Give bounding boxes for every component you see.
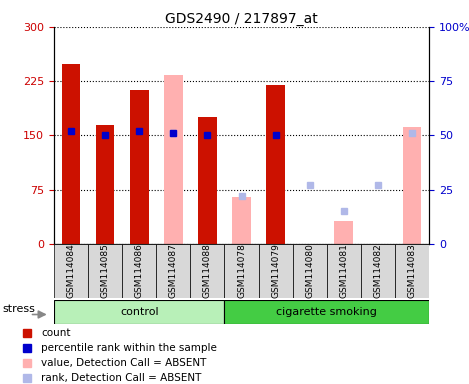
FancyBboxPatch shape <box>258 244 293 298</box>
FancyBboxPatch shape <box>54 244 88 298</box>
FancyBboxPatch shape <box>88 244 122 298</box>
Text: rank, Detection Call = ABSENT: rank, Detection Call = ABSENT <box>41 373 201 383</box>
Text: value, Detection Call = ABSENT: value, Detection Call = ABSENT <box>41 358 206 368</box>
Bar <box>334 221 353 244</box>
Bar <box>130 90 149 244</box>
Bar <box>232 197 251 244</box>
Text: percentile rank within the sample: percentile rank within the sample <box>41 343 217 353</box>
Bar <box>266 85 285 244</box>
FancyBboxPatch shape <box>190 244 225 298</box>
FancyBboxPatch shape <box>225 300 429 324</box>
Text: GSM114082: GSM114082 <box>373 243 383 298</box>
FancyBboxPatch shape <box>395 244 429 298</box>
FancyBboxPatch shape <box>54 300 225 324</box>
Bar <box>403 127 422 244</box>
FancyBboxPatch shape <box>293 244 327 298</box>
Text: GSM114081: GSM114081 <box>340 243 348 298</box>
Text: GSM114085: GSM114085 <box>100 243 110 298</box>
FancyBboxPatch shape <box>225 244 258 298</box>
Title: GDS2490 / 217897_at: GDS2490 / 217897_at <box>165 12 318 26</box>
Bar <box>198 117 217 244</box>
Text: stress: stress <box>3 304 36 314</box>
Text: control: control <box>120 307 159 317</box>
Text: count: count <box>41 328 70 338</box>
Text: GSM114087: GSM114087 <box>169 243 178 298</box>
FancyBboxPatch shape <box>327 244 361 298</box>
FancyBboxPatch shape <box>361 244 395 298</box>
Bar <box>164 74 183 244</box>
Text: GSM114083: GSM114083 <box>408 243 416 298</box>
Text: GSM114084: GSM114084 <box>67 243 76 298</box>
FancyBboxPatch shape <box>122 244 156 298</box>
Text: cigarette smoking: cigarette smoking <box>276 307 377 317</box>
Text: GSM114078: GSM114078 <box>237 243 246 298</box>
Bar <box>61 65 80 244</box>
Text: GSM114086: GSM114086 <box>135 243 144 298</box>
Text: GSM114079: GSM114079 <box>271 243 280 298</box>
Bar <box>96 124 114 244</box>
Text: GSM114088: GSM114088 <box>203 243 212 298</box>
FancyBboxPatch shape <box>156 244 190 298</box>
Text: GSM114080: GSM114080 <box>305 243 314 298</box>
